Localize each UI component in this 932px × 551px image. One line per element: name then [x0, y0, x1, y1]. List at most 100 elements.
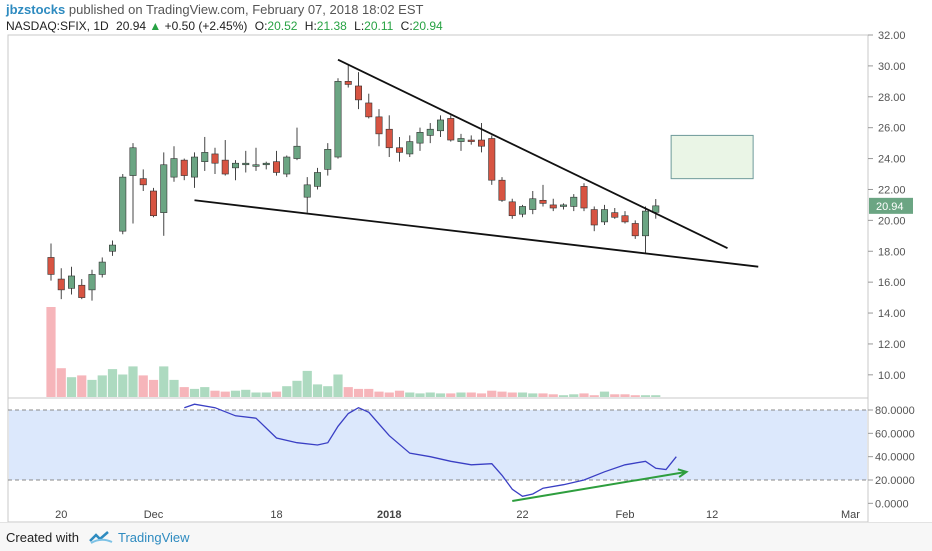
- candle-body: [324, 149, 332, 170]
- divergence-arrow-line: [512, 470, 687, 502]
- volume-bar: [394, 390, 405, 397]
- candle-body: [344, 81, 352, 85]
- change-value: +0.50 (+2.45%): [164, 19, 248, 33]
- candle-body: [139, 178, 147, 186]
- footer: Created with TradingView: [0, 522, 932, 551]
- high-value: 21.38: [316, 19, 347, 33]
- volume-bar: [179, 387, 189, 397]
- volume-bar: [302, 370, 312, 397]
- publisher-link[interactable]: jbzstocks: [6, 2, 66, 17]
- ohlc-line: NASDAQ:SFIX, 1D 20.94 ▲ +0.50 (+2.45%) O…: [6, 18, 926, 34]
- volume-bar: [384, 392, 394, 397]
- volume-bar: [589, 395, 599, 397]
- volume-bar: [610, 394, 620, 397]
- x-tick-label: 2018: [377, 509, 401, 521]
- volume-bar: [487, 390, 497, 397]
- volume-bar: [507, 392, 517, 397]
- symbol-label[interactable]: NASDAQ:SFIX, 1D: [6, 19, 109, 33]
- volume-bar: [128, 366, 138, 397]
- low-value: 20.11: [364, 19, 394, 33]
- volume-bar: [456, 392, 466, 397]
- high-label: H:: [304, 19, 317, 33]
- x-tick-label: 22: [516, 509, 528, 521]
- volume-bar: [548, 394, 558, 397]
- y-tick-label: 22.00: [878, 184, 906, 196]
- y-tick-label: 32.00: [878, 30, 906, 42]
- volume-bar: [415, 393, 425, 397]
- candle-body: [529, 198, 537, 210]
- candle-body: [78, 284, 86, 298]
- volume-bar: [200, 387, 210, 397]
- volume-bar: [66, 377, 77, 397]
- volume-bar: [435, 393, 446, 397]
- last-price: 20.94: [116, 19, 147, 33]
- candle-body: [160, 164, 168, 213]
- volume-bar: [230, 390, 241, 397]
- candle-body: [600, 209, 608, 223]
- volume-bar: [651, 395, 661, 397]
- osc-tick-label: 80.0000: [875, 405, 915, 417]
- candle-body: [68, 275, 76, 289]
- volume-bar: [620, 394, 630, 397]
- candle-body: [313, 172, 321, 187]
- candle-body: [303, 184, 311, 198]
- candle-body: [262, 162, 270, 166]
- candle-body: [518, 206, 526, 215]
- y-tick-label: 18.00: [878, 246, 906, 258]
- price-chart[interactable]: 32.00 30.00 28.00 26.00 24.00 22.00 20.00 18.00…: [0, 0, 932, 522]
- candle-body: [621, 215, 629, 223]
- volume-bar: [241, 389, 251, 397]
- tradingview-logo-icon: [89, 531, 113, 544]
- volume-bar: [353, 388, 364, 397]
- volume-bar: [220, 391, 230, 397]
- candle-body: [416, 132, 424, 144]
- close-value: 20.94: [412, 19, 443, 33]
- target-box: [670, 134, 754, 180]
- candle-body: [457, 138, 465, 142]
- volume-bar: [476, 393, 487, 397]
- candle-body: [549, 204, 557, 209]
- candle-body: [365, 102, 373, 118]
- chart-header: jbzstocks published on TradingView.com, …: [6, 2, 926, 34]
- volume-bar: [189, 388, 200, 397]
- candle-body: [201, 152, 209, 162]
- osc-tick-label: 20.0000: [875, 475, 915, 487]
- volume-bar: [138, 375, 148, 397]
- candle-body: [477, 139, 485, 147]
- divergence-arrow-head: [677, 468, 689, 478]
- x-tick-label: 20: [55, 509, 67, 521]
- candle-body: [98, 261, 106, 275]
- candle-body: [580, 186, 588, 209]
- price-panel: [7, 34, 869, 399]
- candle-body: [334, 81, 342, 158]
- y-tick-label: 26.00: [878, 123, 906, 135]
- tradingview-brand-link[interactable]: TradingView: [118, 530, 190, 545]
- candle-body: [590, 209, 598, 226]
- candle-body: [129, 147, 137, 176]
- volume-bar: [282, 386, 292, 397]
- candle-body: [119, 176, 127, 232]
- candle-body: [221, 159, 229, 175]
- close-label: C:: [400, 19, 413, 33]
- volume-bar: [107, 369, 118, 397]
- oscillator-line: [184, 403, 677, 497]
- candle-body: [559, 204, 567, 207]
- osc-tick-label: 40.0000: [875, 452, 915, 464]
- open-value: 20.52: [267, 19, 298, 33]
- up-arrow-icon: ▲: [149, 19, 162, 33]
- candle-body: [109, 244, 117, 252]
- candle-body: [283, 156, 291, 175]
- candle-body: [191, 156, 199, 178]
- x-tick-label: Mar: [841, 509, 860, 521]
- candle-body: [57, 278, 65, 291]
- candle-body: [150, 190, 158, 217]
- x-tick-label: 18: [270, 509, 282, 521]
- candle-body: [385, 128, 393, 149]
- volume-bar: [640, 395, 651, 397]
- candle-body: [447, 118, 455, 141]
- volume-bar: [159, 366, 169, 397]
- volume-bar: [46, 307, 56, 397]
- y-tick-label: 10.00: [878, 370, 906, 382]
- volume-bar: [425, 392, 435, 397]
- publish-line: jbzstocks published on TradingView.com, …: [6, 2, 926, 18]
